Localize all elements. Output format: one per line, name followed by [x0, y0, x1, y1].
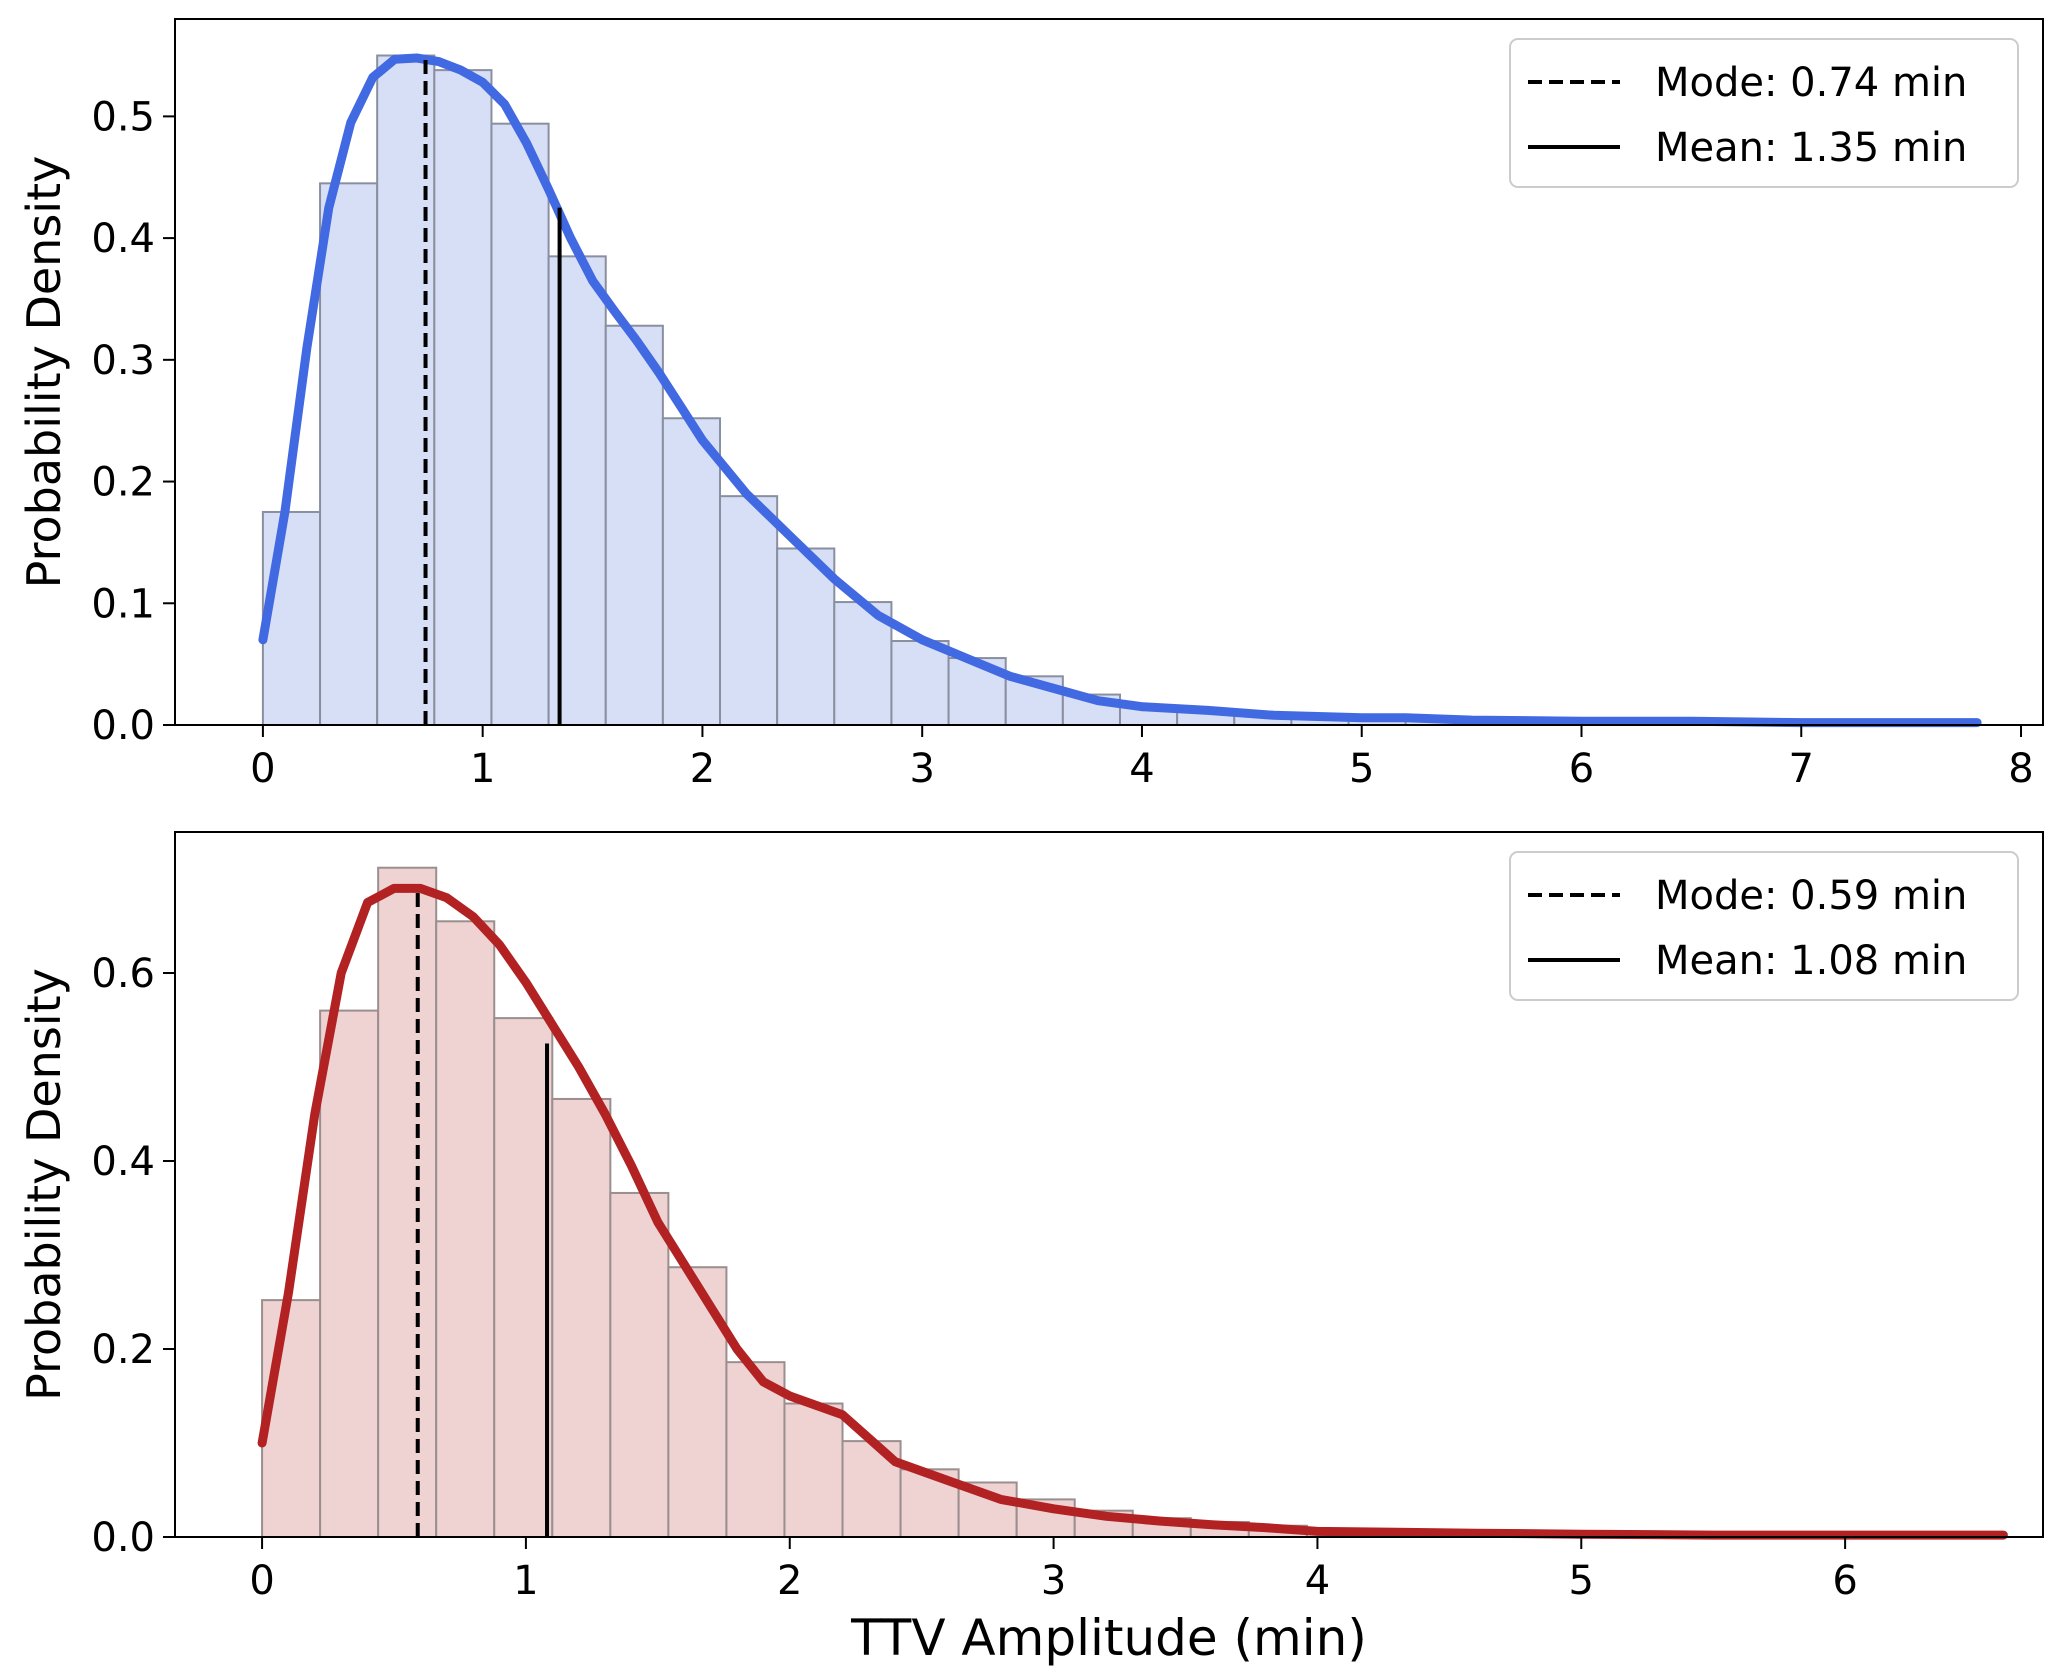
top-legend-mode-label: Mode: 0.74 min — [1655, 60, 1967, 106]
bottom-x-tick-label: 0 — [249, 1558, 274, 1604]
top-legend: Mode: 0.74 min Mean: 1.35 min — [1509, 38, 2019, 188]
top-reference-lines — [423, 57, 562, 725]
top-y-tick-label: 0.1 — [91, 581, 155, 627]
bottom-hist-bar — [377, 866, 438, 1538]
bottom-y-axis-label: Probability Density — [17, 968, 71, 1401]
top-x-tick-label: 6 — [1569, 746, 1594, 792]
top-x-ticks: 0 1 2 3 4 5 6 7 8 — [250, 725, 2034, 792]
top-hist-bar — [604, 324, 664, 726]
top-hist-bar — [433, 69, 493, 726]
top-x-tick-label: 0 — [250, 746, 275, 792]
bottom-legend-mode-label: Mode: 0.59 min — [1655, 873, 1967, 919]
bottom-hist-bar — [609, 1191, 670, 1538]
top-legend-mean-label: Mean: 1.35 min — [1655, 125, 1967, 171]
top-x-tick-label: 2 — [690, 746, 715, 792]
top-axes-frame — [174, 18, 2044, 726]
bottom-x-axis-label: TTV Amplitude (min) — [850, 1609, 1367, 1667]
bottom-x-tick-label: 3 — [1041, 1558, 1066, 1604]
bottom-x-ticks: 0 1 2 3 4 5 6 — [249, 1537, 1858, 1604]
top-x-tick-label: 7 — [1789, 746, 1814, 792]
top-x-tick-label: 5 — [1349, 746, 1374, 792]
top-x-tick-label: 1 — [470, 746, 495, 792]
bottom-x-tick-label: 4 — [1305, 1558, 1330, 1604]
bottom-kde-curve-group — [257, 883, 2008, 1540]
top-y-tick-label: 0.0 — [91, 703, 155, 749]
bottom-x-tick-label: 6 — [1832, 1558, 1857, 1604]
bottom-hist-bar — [783, 1402, 844, 1539]
bottom-y-tick-label: 0.4 — [91, 1139, 155, 1185]
top-hist-bar — [890, 640, 950, 726]
top-x-tick-label: 4 — [1129, 746, 1154, 792]
top-hist-bar — [719, 495, 779, 727]
bottom-x-tick-label: 1 — [513, 1558, 538, 1604]
top-hist-bar — [261, 510, 322, 726]
top-y-ticks: 0.0 0.1 0.2 0.3 0.4 0.5 — [91, 94, 175, 749]
bottom-y-tick-label: 0.0 — [91, 1515, 155, 1561]
bottom-panel: 0 1 2 3 4 5 6 0.0 0.2 0.4 0.6 Probability Density… — [17, 831, 2044, 1667]
top-hist-bar — [319, 182, 379, 727]
bottom-y-tick-label: 0.6 — [91, 951, 155, 997]
top-y-tick-label: 0.2 — [91, 460, 155, 506]
bottom-kde-curve — [257, 883, 2008, 1540]
bottom-legend-box — [1509, 851, 2019, 1001]
top-hist-bar — [547, 255, 607, 726]
top-x-tick-label: 8 — [2008, 746, 2033, 792]
top-y-axis-label: Probability Density — [17, 156, 71, 589]
top-hist-bar — [661, 417, 722, 726]
bottom-reference-lines — [415, 888, 550, 1537]
top-y-tick-label: 0.5 — [91, 94, 155, 140]
bottom-hist-bar — [667, 1266, 728, 1538]
bottom-hist-bar — [435, 920, 496, 1538]
bottom-axes-frame — [174, 831, 2044, 1538]
top-kde-curve-group — [258, 53, 1982, 728]
bottom-legend: Mode: 0.59 min Mean: 1.08 min — [1509, 851, 2019, 1001]
bottom-y-ticks: 0.0 0.2 0.4 0.6 — [91, 951, 175, 1561]
bottom-x-tick-label: 2 — [777, 1558, 802, 1604]
top-x-tick-label: 3 — [909, 746, 934, 792]
bottom-x-tick-label: 5 — [1569, 1558, 1594, 1604]
bottom-hist-bar — [493, 1017, 554, 1538]
top-legend-box — [1509, 38, 2019, 188]
top-kde-curve — [258, 53, 1982, 728]
bottom-y-tick-label: 0.2 — [91, 1327, 155, 1373]
bottom-hist-bar — [551, 1097, 612, 1538]
top-y-tick-label: 0.3 — [91, 338, 155, 384]
top-hist-bar — [490, 122, 550, 727]
bottom-legend-mean-label: Mean: 1.08 min — [1655, 938, 1967, 984]
bottom-hist-bar — [319, 1009, 380, 1538]
top-y-tick-label: 0.4 — [91, 216, 155, 262]
top-panel: 0 1 2 3 4 5 6 7 8 0.0 0.1 0.2 0.3 0.4 0.5 Probability… — [17, 18, 2044, 792]
